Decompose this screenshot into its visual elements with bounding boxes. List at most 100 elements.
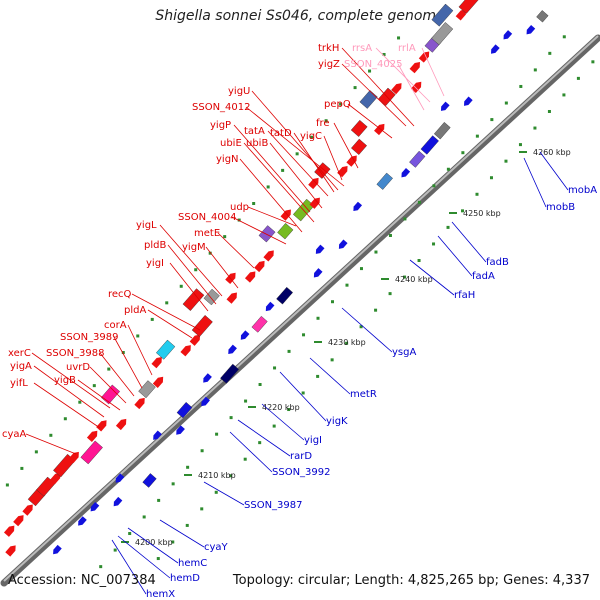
forward-gene-arrow[interactable]	[346, 153, 359, 167]
forward-gene-arrow[interactable]	[134, 396, 147, 410]
forward-gene-block[interactable]	[138, 380, 156, 399]
gene-label-forward[interactable]: tatA	[244, 126, 265, 137]
reverse-gene-arrow[interactable]	[199, 396, 210, 408]
gene-label-reverse[interactable]: fadB	[486, 257, 509, 268]
gene-label-forward[interactable]: yigI	[146, 258, 164, 269]
forward-gene-block[interactable]	[182, 288, 205, 311]
gene-label-forward[interactable]: yigP	[210, 120, 231, 131]
reverse-gene-block[interactable]	[376, 172, 393, 190]
reverse-gene-arrow[interactable]	[239, 330, 250, 341]
forward-gene-arrow[interactable]	[374, 122, 387, 136]
gene-label-rna[interactable]: SSON_4025	[344, 59, 403, 70]
forward-gene-arrow[interactable]	[309, 195, 323, 209]
forward-gene-block[interactable]	[431, 22, 454, 46]
forward-gene-arrow[interactable]	[3, 523, 17, 537]
reverse-gene-block[interactable]	[420, 135, 439, 155]
reverse-gene-arrow[interactable]	[314, 244, 325, 256]
reverse-gene-arrow[interactable]	[112, 496, 123, 508]
forward-gene-arrow[interactable]	[115, 417, 129, 431]
reverse-gene-arrow[interactable]	[201, 373, 212, 384]
forward-gene-arrow[interactable]	[68, 450, 81, 464]
gene-label-reverse[interactable]: yigI	[304, 435, 322, 446]
gene-label-reverse[interactable]: metR	[350, 389, 377, 400]
gene-label-forward[interactable]: ubiE	[220, 138, 242, 149]
reverse-gene-block[interactable]	[433, 122, 451, 140]
gene-label-reverse[interactable]: hemD	[170, 573, 200, 584]
forward-gene-block[interactable]	[155, 339, 176, 360]
reverse-gene-arrow[interactable]	[264, 301, 275, 313]
forward-gene-arrow[interactable]	[96, 418, 109, 432]
forward-gene-arrow[interactable]	[409, 60, 423, 74]
forward-gene-arrow[interactable]	[410, 80, 424, 93]
gene-label-forward[interactable]: pepQ	[324, 99, 351, 110]
gene-label-reverse[interactable]: rfaH	[454, 290, 475, 301]
gene-label-forward[interactable]: pldA	[124, 305, 146, 316]
reverse-gene-arrow[interactable]	[489, 44, 500, 55]
reverse-gene-arrow[interactable]	[51, 544, 62, 556]
gene-label-forward[interactable]: yigL	[136, 220, 157, 231]
reverse-gene-arrow[interactable]	[399, 168, 411, 179]
reverse-gene-block[interactable]	[142, 473, 157, 488]
reverse-gene-arrow[interactable]	[337, 239, 348, 251]
forward-gene-arrow[interactable]	[337, 164, 350, 178]
forward-gene-block[interactable]	[458, 0, 482, 14]
gene-label-reverse[interactable]: SSON_3987	[244, 500, 303, 511]
forward-gene-arrow[interactable]	[151, 355, 164, 369]
gene-label-rna[interactable]: rrlA	[398, 43, 416, 54]
forward-gene-arrow[interactable]	[418, 49, 432, 63]
gene-label-reverse[interactable]: mobA	[568, 185, 597, 196]
reverse-gene-arrow[interactable]	[226, 344, 237, 356]
reverse-gene-block[interactable]	[536, 10, 549, 23]
forward-gene-arrow[interactable]	[152, 375, 166, 388]
gene-label-reverse[interactable]: hemC	[178, 558, 207, 569]
reverse-gene-arrow[interactable]	[151, 430, 162, 441]
gene-label-reverse[interactable]: cyaY	[204, 542, 229, 553]
gene-label-forward[interactable]: udp	[230, 202, 249, 213]
forward-gene-arrow[interactable]	[455, 7, 469, 21]
gene-label-rna[interactable]: rrsA	[352, 43, 372, 54]
reverse-gene-block[interactable]	[220, 363, 240, 384]
gene-label-forward[interactable]: yigN	[216, 154, 239, 165]
forward-gene-block[interactable]	[277, 222, 294, 240]
reverse-gene-arrow[interactable]	[312, 268, 323, 279]
gene-label-forward[interactable]: SSON_3989	[60, 332, 119, 343]
gene-label-forward[interactable]: ubiB	[246, 138, 268, 149]
reverse-gene-block[interactable]	[409, 150, 426, 168]
reverse-gene-arrow[interactable]	[501, 30, 513, 41]
gene-label-forward[interactable]: SSON_4004	[178, 212, 237, 223]
gene-label-forward[interactable]: corA	[104, 320, 127, 331]
forward-gene-arrow[interactable]	[226, 290, 240, 304]
gene-label-reverse[interactable]: ysgA	[392, 347, 416, 358]
forward-gene-arrow[interactable]	[189, 332, 203, 346]
reverse-gene-block[interactable]	[276, 286, 294, 305]
reverse-gene-arrow[interactable]	[174, 425, 185, 436]
gene-label-forward[interactable]: pldB	[144, 240, 166, 251]
gene-label-forward[interactable]: yifL	[10, 378, 28, 389]
forward-gene-arrow[interactable]	[13, 513, 26, 527]
gene-label-forward[interactable]: SSON_4012	[192, 102, 251, 113]
forward-gene-arrow[interactable]	[180, 343, 193, 357]
reverse-gene-arrow[interactable]	[89, 501, 100, 513]
gene-label-forward[interactable]: yigZ	[318, 59, 340, 70]
forward-gene-arrow[interactable]	[263, 248, 276, 262]
forward-gene-arrow[interactable]	[22, 502, 35, 516]
gene-label-reverse[interactable]: mobB	[546, 202, 575, 213]
gene-label-forward[interactable]: uvrD	[66, 362, 90, 373]
forward-gene-block[interactable]	[314, 162, 331, 179]
reverse-gene-arrow[interactable]	[439, 101, 450, 113]
gene-label-reverse[interactable]: fadA	[472, 271, 495, 282]
gene-label-reverse[interactable]: SSON_3992	[272, 467, 331, 478]
reverse-gene-arrow[interactable]	[76, 516, 87, 527]
forward-gene-block[interactable]	[191, 315, 213, 337]
forward-gene-block[interactable]	[100, 384, 121, 405]
forward-gene-arrow[interactable]	[50, 471, 63, 485]
gene-label-reverse[interactable]: yigK	[326, 416, 348, 427]
forward-gene-block[interactable]	[258, 225, 276, 243]
gene-label-forward[interactable]: yigC	[300, 131, 322, 142]
gene-label-forward[interactable]: yigU	[228, 86, 250, 97]
gene-label-forward[interactable]: xerC	[8, 348, 31, 359]
reverse-gene-arrow[interactable]	[524, 25, 536, 36]
reverse-gene-arrow[interactable]	[351, 201, 363, 213]
gene-label-reverse[interactable]: rarD	[290, 451, 312, 462]
forward-gene-block[interactable]	[359, 90, 378, 109]
